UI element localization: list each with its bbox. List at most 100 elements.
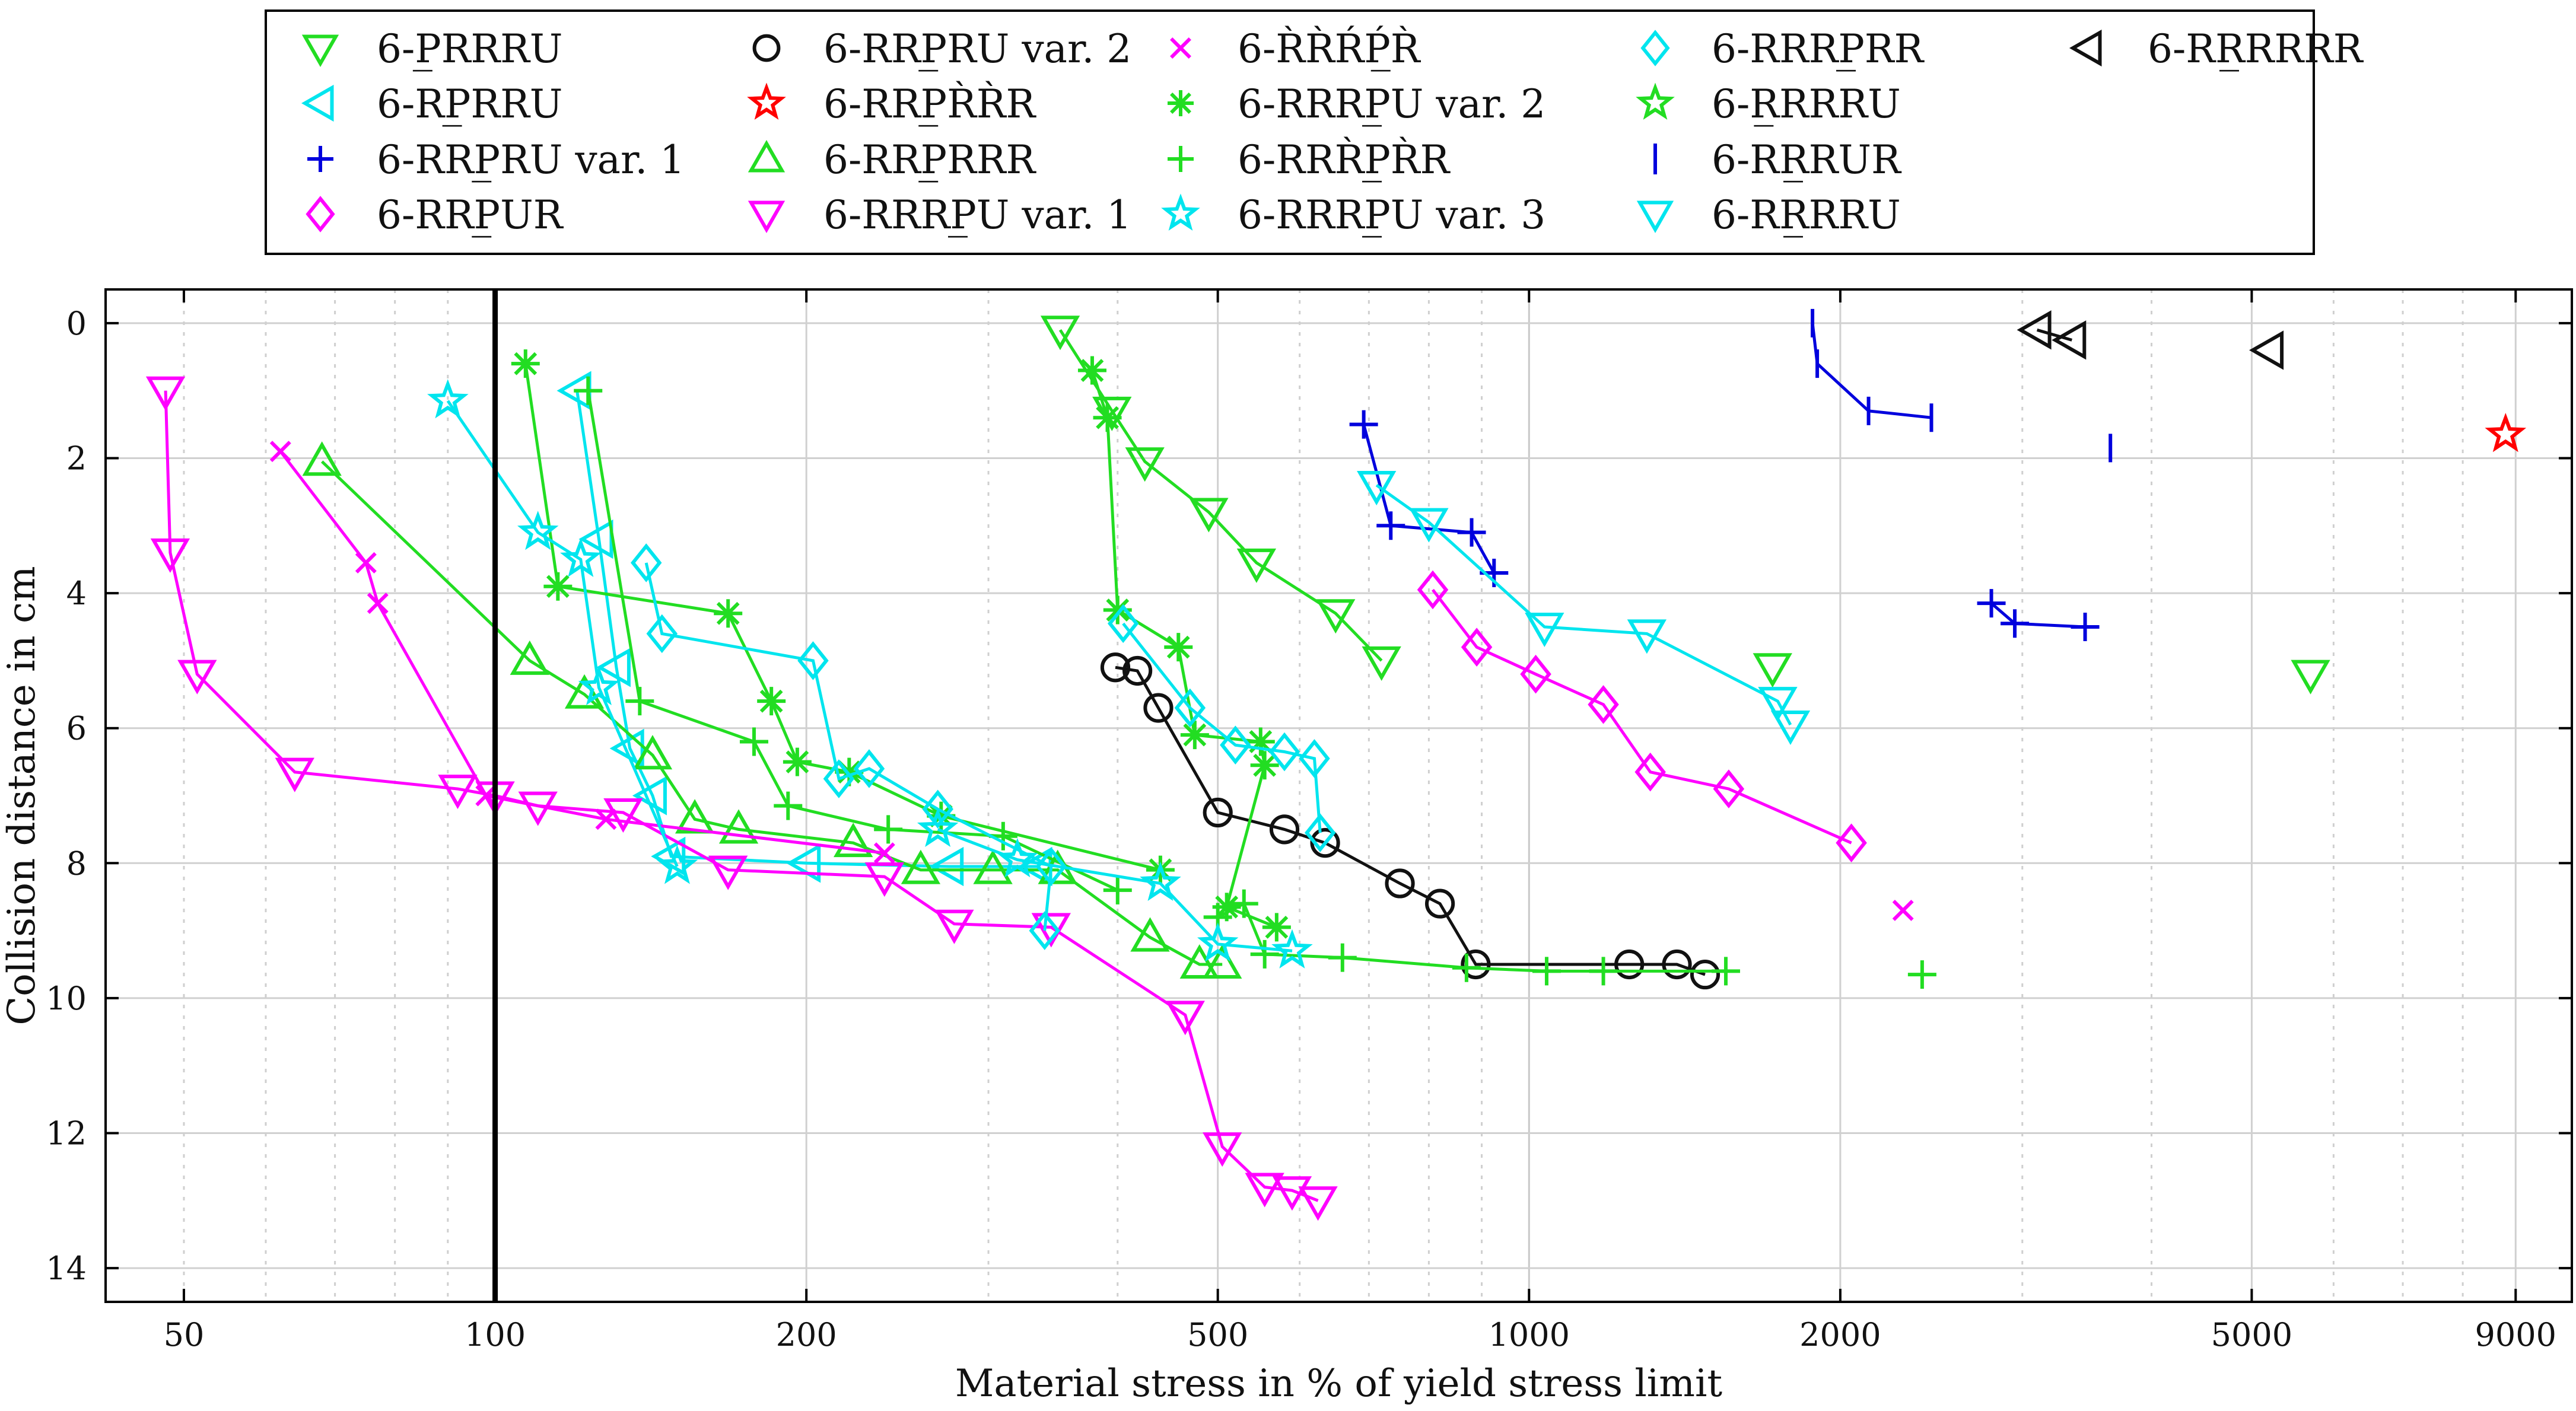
series-6-rrrru-tri- bbox=[1357, 471, 1811, 746]
x-tick-label: 2000 bbox=[1799, 1316, 1881, 1353]
data-point bbox=[560, 537, 602, 577]
data-point bbox=[517, 511, 559, 550]
legend-label: 6-RR̲RRRR bbox=[2148, 26, 2364, 72]
data-point bbox=[646, 614, 678, 654]
legend-entry: 6-RRP̲UR bbox=[306, 192, 564, 238]
legend-marker bbox=[301, 84, 334, 122]
legend-entry: 6-RRP̲R̀R̀R bbox=[747, 81, 1036, 127]
series-6-rrprrr-fill- bbox=[302, 441, 1242, 979]
legend-label: 6-RR̲RUR bbox=[1712, 137, 1902, 183]
data-point bbox=[1457, 518, 1486, 547]
data-point bbox=[1189, 498, 1229, 533]
series-line bbox=[2036, 328, 2072, 342]
series-6-rrrpu-var-2 bbox=[1077, 356, 1291, 942]
data-point bbox=[1753, 653, 1792, 688]
series-line bbox=[164, 390, 1319, 1202]
legend-label: 6-RRP̲UR bbox=[377, 192, 564, 238]
data-point bbox=[1203, 944, 1242, 979]
series-line bbox=[279, 450, 885, 855]
legend-box bbox=[265, 9, 2315, 255]
data-point bbox=[1711, 957, 1740, 986]
data-point bbox=[1122, 655, 1153, 686]
data-point bbox=[1271, 929, 1313, 969]
data-point bbox=[1203, 1132, 1242, 1167]
series-6-rrrur bbox=[1811, 308, 1933, 432]
data-point bbox=[1250, 939, 1279, 969]
data-point bbox=[1417, 570, 1449, 610]
data-point bbox=[1197, 922, 1239, 962]
y-tick-label: 10 bbox=[46, 980, 87, 1017]
data-point bbox=[578, 665, 620, 706]
series-6-rrrprr-c bbox=[1907, 960, 1936, 989]
data-point bbox=[1452, 953, 1481, 982]
data-point bbox=[630, 543, 662, 582]
legend-label: 6-RR̲RRU bbox=[1712, 192, 1901, 238]
y-tick-label: 14 bbox=[46, 1250, 87, 1287]
y-tick-label: 2 bbox=[66, 440, 87, 477]
series-6-rrrprr bbox=[630, 543, 1067, 950]
legend-label: 6-RRRP̲U var. 2 bbox=[1238, 81, 1545, 127]
data-point bbox=[1385, 868, 1415, 899]
data-point bbox=[797, 641, 829, 680]
x-tick-label: 1000 bbox=[1489, 1316, 1570, 1353]
x-tick-label: 500 bbox=[1187, 1316, 1248, 1353]
series-line bbox=[320, 460, 1223, 966]
legend: 6-P̲RRRU 6-RRP̲RU var. 2 6-R̀R̀ŔṔ̲R̀ 6-RR… bbox=[265, 9, 2364, 255]
series-line bbox=[1375, 483, 1792, 726]
legend-marker bbox=[306, 196, 335, 232]
legend-entry: 6-RRRP̲U var. 2 bbox=[1168, 81, 1545, 127]
data-point bbox=[1140, 861, 1181, 902]
data-point bbox=[1316, 599, 1356, 634]
data-point bbox=[596, 648, 631, 687]
data-point bbox=[1220, 725, 1251, 765]
legend-marker bbox=[748, 200, 785, 234]
data-point bbox=[632, 735, 673, 770]
legend-marker bbox=[1636, 82, 1675, 120]
data-point bbox=[873, 842, 895, 864]
data-point bbox=[1245, 1173, 1284, 1208]
data-point bbox=[1304, 813, 1336, 852]
data-point bbox=[1180, 721, 1209, 750]
data-point bbox=[1077, 356, 1106, 385]
data-point bbox=[718, 809, 759, 844]
data-point bbox=[874, 815, 903, 844]
y-tick-label: 12 bbox=[46, 1115, 87, 1152]
series-line bbox=[1122, 622, 1322, 833]
series-6-rrrprr-x- bbox=[269, 441, 895, 864]
series-line bbox=[586, 390, 1118, 892]
data-point bbox=[929, 846, 964, 887]
series-6-rrrprr-x-extra- bbox=[1892, 899, 1914, 921]
data-point bbox=[1165, 1001, 1205, 1036]
data-point bbox=[2052, 320, 2087, 360]
data-point bbox=[2071, 613, 2100, 641]
data-point bbox=[1298, 1186, 1338, 1221]
legend-marker bbox=[752, 34, 781, 62]
series-line bbox=[1811, 323, 1932, 419]
data-point bbox=[510, 640, 549, 675]
x-axis-title: Material stress in % of yield stress lim… bbox=[955, 1362, 1723, 1406]
data-point bbox=[2291, 660, 2330, 695]
data-point bbox=[1409, 508, 1449, 543]
x-tick-label: 50 bbox=[164, 1316, 205, 1353]
legend-entry: 6-RRP̲RU var. 2 bbox=[752, 26, 1131, 72]
data-point bbox=[714, 599, 743, 628]
data-point bbox=[901, 849, 941, 884]
data-point bbox=[1299, 739, 1330, 778]
series-6-rrrprr-b- bbox=[1107, 604, 1336, 852]
data-point bbox=[783, 747, 812, 776]
data-point bbox=[1461, 949, 1491, 980]
data-point bbox=[1376, 511, 1405, 540]
legend-marker bbox=[747, 82, 786, 120]
data-point bbox=[595, 808, 617, 830]
data-point bbox=[1272, 1176, 1312, 1211]
data-point bbox=[475, 785, 497, 807]
data-point bbox=[543, 572, 573, 601]
legend-label: 6-R̀R̀ŔṔ̲R̀ bbox=[1238, 26, 1421, 72]
data-point bbox=[1035, 847, 1067, 886]
legend-entry: 6-RR̲RRU bbox=[1636, 192, 1901, 238]
legend-label: 6-RRP̲RRR bbox=[823, 137, 1036, 183]
series-line bbox=[644, 562, 1053, 931]
data-point bbox=[1229, 889, 1258, 918]
data-point bbox=[1892, 899, 1914, 921]
data-point bbox=[511, 349, 540, 378]
